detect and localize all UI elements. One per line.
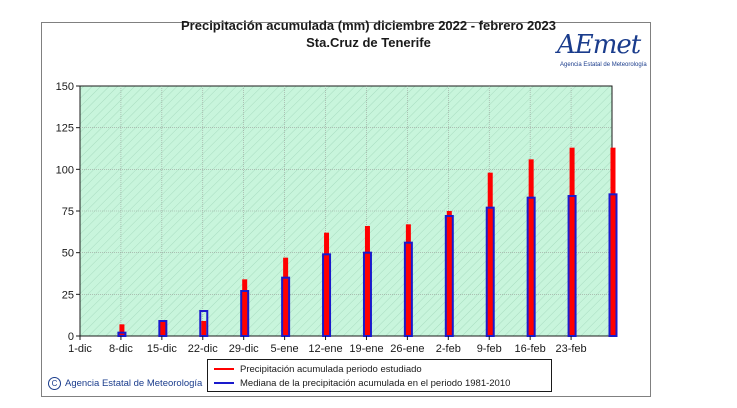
legend-entry-median: Mediana de la precipitación acumulada en… bbox=[214, 376, 510, 390]
median-bar bbox=[199, 310, 209, 337]
median-bar bbox=[526, 196, 536, 337]
legend-entry-precip: Precipitación acumulada periodo estudiad… bbox=[214, 362, 422, 376]
x-tick-label: 1-dic bbox=[68, 343, 92, 355]
copyright-notice: C Agencia Estatal de Meteorología bbox=[48, 377, 202, 390]
y-tick-label: 150 bbox=[56, 81, 74, 93]
median-bar bbox=[485, 206, 495, 337]
aemet-logo: AEmet bbox=[557, 30, 641, 60]
median-bar bbox=[362, 251, 372, 338]
y-tick-label: 125 bbox=[56, 123, 74, 135]
legend: Precipitación acumulada periodo estudiad… bbox=[207, 359, 552, 392]
x-tick-label: 12-ene bbox=[308, 343, 342, 355]
median-bar bbox=[117, 331, 127, 337]
x-tick-label: 22-dic bbox=[188, 343, 218, 355]
precip-bar bbox=[119, 324, 125, 336]
median-bar bbox=[158, 320, 168, 337]
x-tick-label: 23-feb bbox=[555, 343, 586, 355]
y-tick-label: 50 bbox=[62, 248, 74, 260]
legend-label-precip: Precipitación acumulada periodo estudiad… bbox=[240, 363, 422, 375]
x-tick-label: 15-dic bbox=[147, 343, 177, 355]
x-tick-label: 9-feb bbox=[477, 343, 502, 355]
y-tick-label: 100 bbox=[56, 164, 74, 176]
median-bar bbox=[444, 215, 454, 337]
legend-swatch-precip bbox=[214, 368, 234, 370]
x-tick-label: 19-ene bbox=[349, 343, 383, 355]
chart-title: Precipitación acumulada (mm) diciembre 2… bbox=[181, 18, 556, 33]
x-tick-label: 16-feb bbox=[515, 343, 546, 355]
median-bar bbox=[608, 193, 618, 337]
copyright-icon: C bbox=[48, 377, 61, 390]
x-tick-label: 26-ene bbox=[390, 343, 424, 355]
x-tick-label: 29-dic bbox=[229, 343, 259, 355]
median-bar bbox=[322, 253, 332, 337]
aemet-logo-subtitle: Agencia Estatal de Meteorología bbox=[560, 62, 647, 68]
precip-bar bbox=[201, 321, 207, 336]
legend-swatch-median bbox=[214, 382, 234, 384]
median-bar bbox=[403, 241, 413, 338]
y-tick-label: 25 bbox=[62, 289, 74, 301]
legend-label-median: Mediana de la precipitación acumulada en… bbox=[240, 377, 511, 389]
x-tick-label: 2-feb bbox=[436, 343, 461, 355]
median-bar bbox=[240, 290, 250, 337]
chart-subtitle: Sta.Cruz de Tenerife bbox=[306, 35, 431, 50]
copyright-text: Agencia Estatal de Meteorología bbox=[65, 378, 203, 389]
median-bar bbox=[567, 195, 577, 337]
x-tick-label: 5-ene bbox=[271, 343, 299, 355]
y-tick-label: 0 bbox=[68, 331, 74, 343]
axes: 0 25 50 75 100 125 150 1-dic 8-dic 15-dic 22-dic 29… bbox=[56, 81, 587, 355]
x-tick-label: 8-dic bbox=[109, 343, 133, 355]
y-tick-label: 75 bbox=[62, 206, 74, 218]
bars bbox=[117, 147, 618, 338]
median-bar bbox=[281, 276, 291, 337]
